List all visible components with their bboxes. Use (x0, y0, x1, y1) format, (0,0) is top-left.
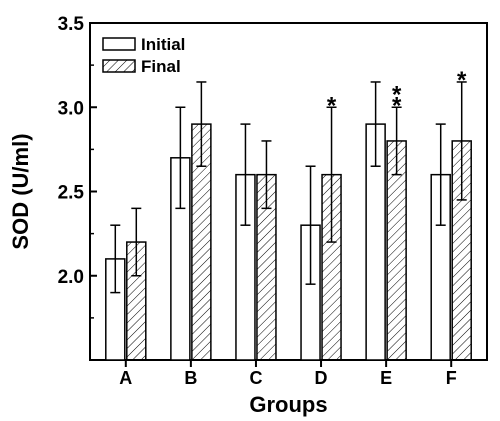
legend: Initial Final (102, 35, 185, 76)
legend-swatch-final (102, 59, 136, 73)
x-tick-label: C (249, 368, 262, 388)
x-tick-label: F (446, 368, 457, 388)
significance-marker: * (392, 92, 402, 119)
x-tick-label: A (119, 368, 132, 388)
y-tick-label: 3.5 (58, 14, 85, 35)
y-tick-label: 2.5 (58, 183, 85, 204)
legend-swatch-initial (102, 37, 136, 51)
y-axis-title: SOD (U/ml) (8, 133, 33, 249)
x-tick-label: B (184, 368, 197, 388)
plot-area: 2.02.53.03.5A B C D E F* *** (58, 14, 488, 388)
significance-marker: * (392, 81, 402, 108)
y-tick-label: 3.0 (58, 98, 84, 119)
x-tick-label: E (380, 368, 392, 388)
legend-label-final: Final (141, 57, 181, 76)
significance-marker: * (457, 67, 467, 94)
legend-label-initial: Initial (141, 35, 185, 54)
x-tick-label: D (315, 368, 328, 388)
y-tick-label: 2.0 (58, 267, 84, 288)
significance-marker: * (327, 92, 337, 119)
x-axis-title: Groups (249, 392, 327, 417)
